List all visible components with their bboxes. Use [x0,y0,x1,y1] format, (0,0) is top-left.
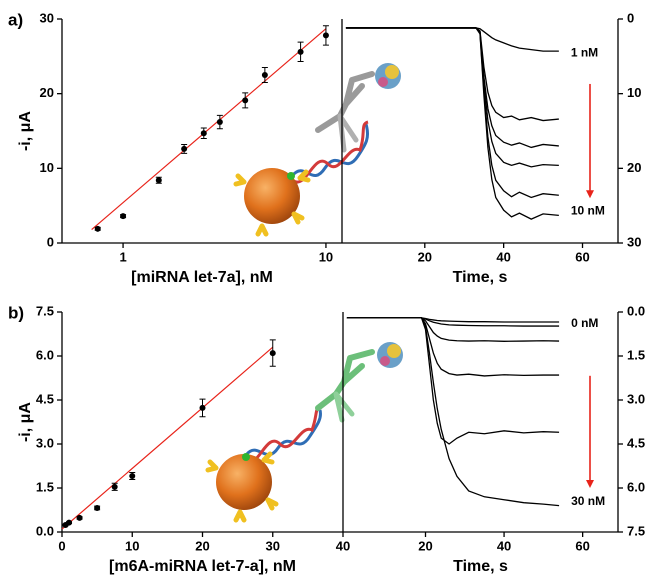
y-tick-label: 0.0 [627,303,645,318]
data-point [94,225,101,232]
current-trace [345,27,559,52]
panel-label: b) [8,303,24,322]
y-tick-label: 4.5 [36,391,54,406]
x-tick-label: 10 [319,249,333,264]
x-tick-label: 40 [496,249,510,264]
y-tick-label: 1.5 [36,479,54,494]
arrow-head [586,190,594,199]
x-tick-label: 60 [575,249,589,264]
data-point [181,145,188,152]
y-tick-label: 7.5 [36,303,54,318]
y-tick-label: 3.0 [36,435,54,450]
y-axis-label: -i, μA [17,402,34,442]
x-tick-label: 20 [195,538,209,553]
y-tick-label: 4.5 [627,435,645,450]
y-tick-label: 20 [627,160,641,175]
annotation: 0 nM [571,316,598,330]
data-point [261,72,268,78]
arrow-head [586,480,594,488]
y-tick-label: 6.0 [36,347,54,362]
y-tick-label: 0 [627,10,634,25]
y-tick-label: 10 [40,160,54,175]
fit-line [61,346,274,530]
current-trace [346,317,560,327]
x-tick-label: 40 [497,538,511,553]
x-tick-label: 20 [418,249,432,264]
y-tick-label: 0 [47,234,54,249]
y-tick-label: 30 [627,234,641,249]
annotation: 10 nM [571,204,605,218]
x-axis-label: Time, s [453,558,508,575]
current-trace [346,317,560,445]
data-point [297,48,304,55]
data-point [111,483,118,490]
x-axis-label: [miRNA let-7a], nM [131,269,273,286]
y-axis-label: -i, μA [17,111,34,151]
x-tick-label: 1 [119,249,126,264]
x-axis-label: Time, s [453,269,508,286]
data-point [155,177,162,184]
x-tick-label: 40 [336,538,350,553]
y-tick-label: 20 [40,85,54,100]
fit-line [91,28,327,231]
current-trace [346,317,560,342]
data-point [76,514,83,521]
x-tick-label: 60 [575,538,589,553]
data-point [269,350,276,357]
plots: 1 10 0 10 20 30 [miRNA let-7a], nM -i, μA a) 20 40… [8,10,645,575]
current-trace [345,27,559,220]
x-tick-label: 10 [125,538,139,553]
x-tick-label: 0 [58,538,65,553]
current-trace [345,27,559,199]
y-tick-label: 6.0 [627,479,645,494]
x-tick-label: 30 [266,538,280,553]
y-tick-label: 1.5 [627,347,645,362]
y-tick-label: 7.5 [627,523,645,538]
annotation: 30 nM [571,494,605,508]
y-tick-label: 0.0 [36,523,54,538]
data-point [216,119,223,126]
current-trace [346,317,560,377]
data-point [120,213,127,220]
data-point [200,130,207,137]
current-trace [345,27,559,149]
y-tick-label: 3.0 [627,391,645,406]
data-point [129,472,136,479]
data-point [242,97,249,104]
illustration [233,63,401,237]
data-point [66,519,73,526]
x-tick-label: 20 [418,538,432,553]
current-trace [346,317,560,507]
illustration [205,342,403,523]
x-axis-label: [m6A-miRNA let-7-a], nM [109,558,296,575]
data-point [94,504,101,511]
current-trace [346,317,560,323]
annotation: 1 nM [571,45,598,59]
data-point [199,404,206,411]
data-point [322,32,329,39]
panel-label: a) [8,10,23,29]
y-tick-label: 10 [627,85,641,100]
y-tick-label: 30 [40,10,54,25]
